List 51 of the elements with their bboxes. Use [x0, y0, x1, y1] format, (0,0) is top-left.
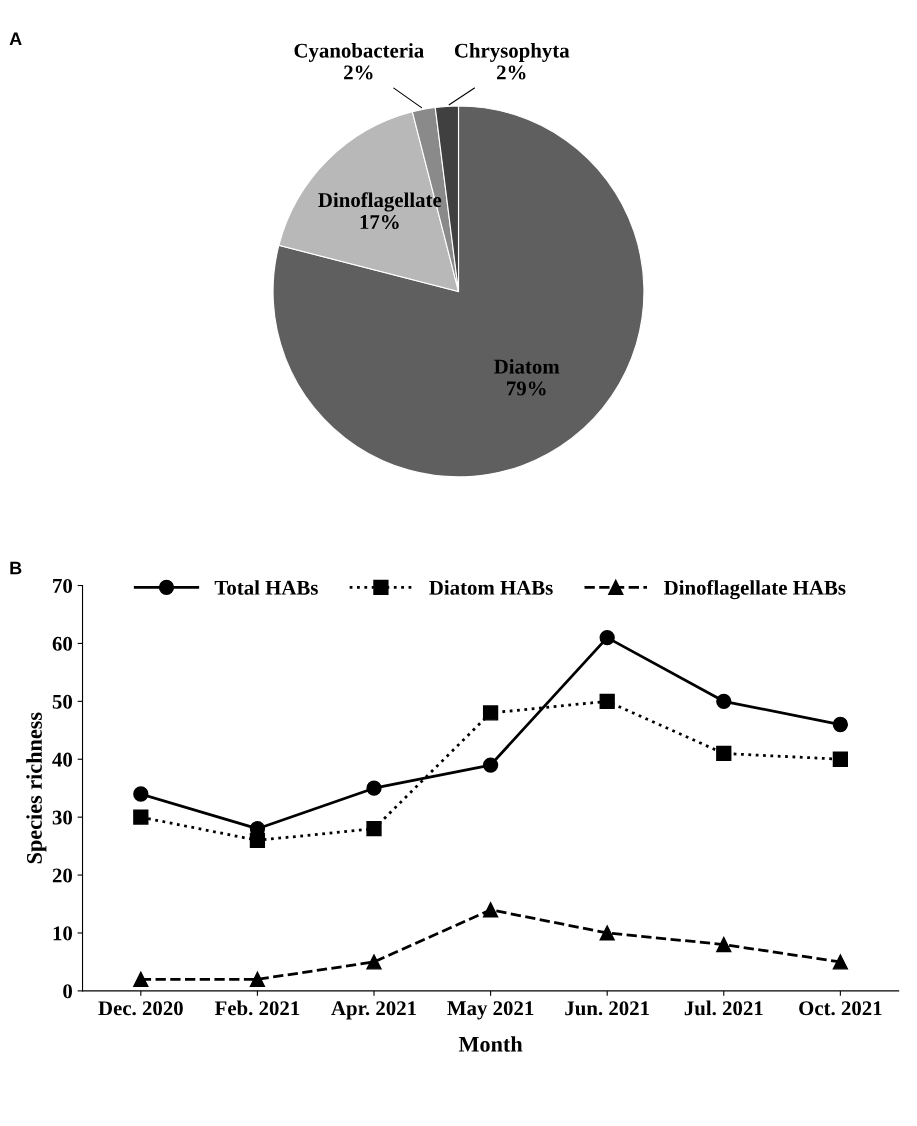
- y-tick-label: 30: [52, 810, 73, 825]
- point: [716, 936, 732, 953]
- point: [133, 971, 149, 987]
- y-axis-title: Species richness: [26, 712, 47, 864]
- pie-slice: [272, 105, 645, 478]
- x-tick-label: Apr. 2021: [331, 1001, 416, 1020]
- data-label: 79%: [507, 381, 546, 396]
- point: [716, 693, 732, 709]
- point: [366, 821, 382, 837]
- data-label: 17%: [360, 214, 399, 230]
- y-tick-label: 70: [53, 578, 73, 593]
- y-tick-label: 0: [63, 984, 73, 999]
- point: [366, 954, 382, 970]
- legend-label: Total HABs: [214, 580, 318, 595]
- y-tick-label: 50: [52, 694, 73, 709]
- x-tick-label: Dec. 2020: [98, 1001, 183, 1016]
- x-axis-title: Month: [458, 1036, 523, 1052]
- slice-label: Diatom: [494, 359, 560, 374]
- point: [482, 757, 499, 773]
- legend-label: Diatom HABs: [429, 580, 553, 595]
- point: [482, 705, 499, 721]
- x-tick-label: Oct. 2021: [799, 1001, 882, 1016]
- point: [716, 745, 732, 762]
- slice-label: Chrysophyta: [454, 42, 570, 62]
- x-tick-label: Jun. 2021: [565, 1001, 649, 1016]
- y-tick-label: 40: [52, 752, 73, 767]
- point: [599, 629, 615, 646]
- point: [599, 925, 615, 941]
- point: [599, 693, 615, 709]
- chart-title: B: [10, 561, 22, 575]
- legend-label: Dinoflagellate HABs: [664, 579, 846, 600]
- x-tick-label: Jul. 2021: [684, 1000, 763, 1016]
- y-tick-label: 20: [52, 868, 73, 883]
- point: [832, 751, 849, 767]
- point: [133, 786, 149, 802]
- y-tick-label: 60: [52, 636, 73, 651]
- point: [482, 902, 499, 918]
- text: A: [9, 32, 22, 46]
- x-tick-label: May 2021: [447, 1001, 534, 1020]
- point: [832, 954, 849, 970]
- x-tick-label: Feb. 2021: [214, 1000, 300, 1016]
- data-label: 2%: [344, 65, 373, 80]
- point: [133, 809, 149, 825]
- point: [832, 716, 849, 733]
- point: [249, 971, 266, 987]
- point: [249, 832, 266, 848]
- slice-label: Cyanobacteria: [294, 42, 424, 62]
- point: [366, 780, 382, 796]
- data-label: 2%: [497, 65, 526, 80]
- slice-label: Dinoflagellate: [318, 192, 442, 212]
- y-tick-label: 10: [53, 926, 73, 941]
